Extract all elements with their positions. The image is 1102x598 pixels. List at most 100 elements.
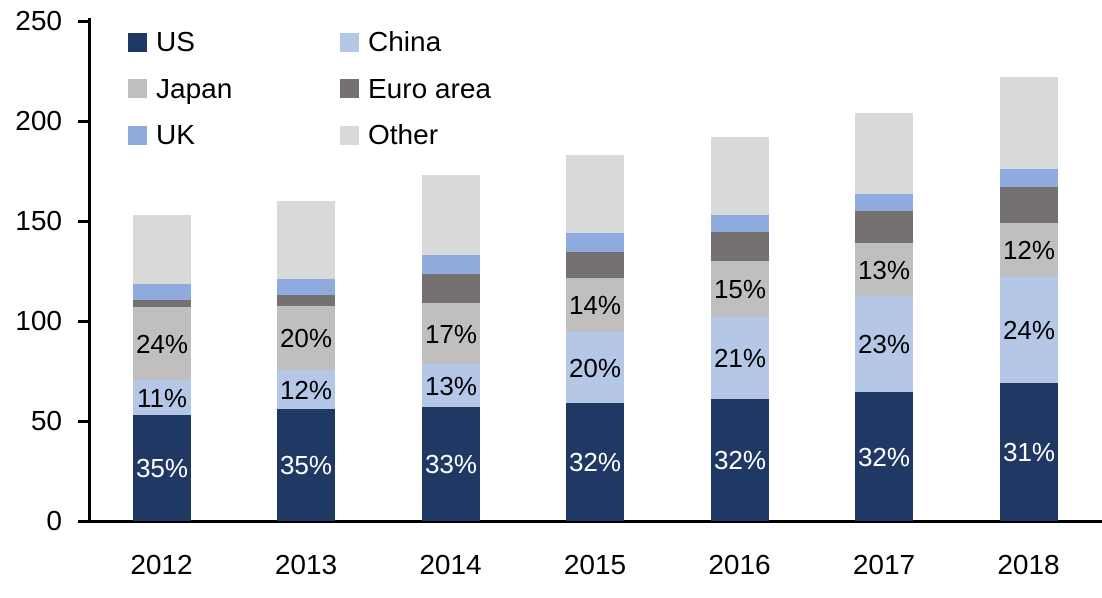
bar-2015-segment-japan xyxy=(566,278,624,332)
segment-label-china-2014: 13% xyxy=(424,370,478,401)
legend-label-euro-area: Euro area xyxy=(368,72,491,104)
x-tick-label-2017: 2017 xyxy=(852,549,916,580)
bar-2015-segment-euro-area xyxy=(566,252,624,278)
y-tick-label: 100 xyxy=(15,305,62,336)
bar-2012-segment-other xyxy=(133,215,191,284)
segment-label-japan-2018: 12% xyxy=(1002,235,1056,265)
bar-2016-segment-other xyxy=(711,137,769,215)
segment-label-china-2012: 11% xyxy=(136,382,188,413)
bar-2013-segment-china xyxy=(277,370,335,409)
segment-label-japan-2017: 13% xyxy=(857,254,911,285)
legend-swatch-us xyxy=(128,32,147,52)
y-tick-mark xyxy=(78,120,89,123)
bar-2015-segment-china xyxy=(566,332,624,403)
bar-2018-segment-japan xyxy=(1000,223,1058,277)
y-tick-label: 0 xyxy=(46,505,62,536)
segment-label-china-2015: 20% xyxy=(568,352,622,383)
segment-label-us-2016: 32% xyxy=(713,445,767,475)
bar-2016-segment-china xyxy=(711,317,769,399)
legend-swatch-japan xyxy=(128,79,147,98)
x-tick-label-2013: 2013 xyxy=(274,549,338,580)
bar-2016-segment-euro-area xyxy=(711,232,769,261)
segment-label-japan-2014: 17% xyxy=(424,318,478,349)
y-axis xyxy=(88,18,91,523)
segment-label-us-2018: 31% xyxy=(1002,437,1056,467)
segment-label-us-2017: 32% xyxy=(857,441,911,472)
segment-label-china-2017: 23% xyxy=(857,329,911,359)
bar-2014-segment-china xyxy=(422,364,480,407)
legend: US China Japan Euro area UK Other xyxy=(0,0,600,160)
segment-label-us-2013: 35% xyxy=(279,450,333,480)
bar-2014-segment-japan xyxy=(422,303,480,364)
x-tick-label-2018: 2018 xyxy=(997,549,1060,580)
bar-2016-segment-us xyxy=(711,399,769,521)
legend-item-china: China xyxy=(340,24,441,60)
x-tick-label-2012: 2012 xyxy=(130,549,193,580)
bar-2014-segment-uk xyxy=(422,255,480,274)
legend-swatch-other xyxy=(340,125,359,145)
legend-label-other: Other xyxy=(368,119,439,150)
bar-2017-segment-uk xyxy=(855,194,913,211)
bar-2012-segment-china xyxy=(133,380,191,415)
y-tick-mark xyxy=(78,520,89,523)
bar-2017-segment-euro-area xyxy=(855,211,913,243)
legend-swatch-china xyxy=(340,32,359,52)
bar-2013-segment-euro-area xyxy=(277,295,335,306)
bar-2016-segment-uk xyxy=(711,215,769,232)
segment-label-japan-2016: 15% xyxy=(713,274,767,304)
segment-label-japan-2015: 14% xyxy=(568,290,622,320)
legend-label-uk: UK xyxy=(156,119,195,150)
bar-2016-segment-japan xyxy=(711,261,769,317)
y-tick-mark xyxy=(78,320,89,323)
bar-2015-segment-uk xyxy=(566,233,624,252)
segment-label-china-2018: 24% xyxy=(1002,315,1056,345)
y-tick-label: 200 xyxy=(15,105,62,136)
legend-item-uk: UK xyxy=(128,117,195,153)
bar-2017-segment-japan xyxy=(855,243,913,296)
bar-2012-segment-euro-area xyxy=(133,300,191,307)
bar-2012-segment-japan xyxy=(133,307,191,380)
bar-2013-segment-other xyxy=(277,201,335,279)
bar-2018-segment-uk xyxy=(1000,169,1058,187)
bar-2014-segment-euro-area xyxy=(422,274,480,303)
legend-item-euro-area: Euro area xyxy=(340,71,491,107)
segment-label-us-2012: 35% xyxy=(135,453,189,483)
legend-item-other: Other xyxy=(340,117,438,153)
bar-2018-segment-us xyxy=(1000,383,1058,521)
y-tick-label: 250 xyxy=(15,5,62,36)
bar-2013-segment-us xyxy=(277,409,335,521)
bar-2013-segment-japan xyxy=(277,306,335,370)
legend-swatch-uk xyxy=(128,125,147,145)
bar-2014-segment-other xyxy=(422,175,480,255)
bar-2012-segment-uk xyxy=(133,284,191,300)
bar-2013-segment-uk xyxy=(277,279,335,295)
legend-item-us: US xyxy=(128,24,195,60)
x-tick-label-2016: 2016 xyxy=(708,549,771,580)
legend-label-china: China xyxy=(368,26,442,57)
segment-label-japan-2012: 24% xyxy=(135,328,189,359)
legend-label-us: US xyxy=(156,26,195,57)
bar-2018-segment-euro-area xyxy=(1000,187,1058,223)
bar-2012-segment-us xyxy=(133,415,191,521)
x-tick-label-2014: 2014 xyxy=(419,549,482,580)
segment-label-japan-2013: 20% xyxy=(279,323,333,353)
bar-2017-segment-other xyxy=(855,113,913,194)
bar-2018-segment-china xyxy=(1000,277,1058,383)
bar-2017-segment-china xyxy=(855,296,913,392)
legend-item-japan: Japan xyxy=(128,71,232,107)
y-tick-label: 50 xyxy=(30,405,62,436)
bar-2015-segment-us xyxy=(566,403,624,521)
y-tick-mark xyxy=(78,20,89,23)
segment-label-china-2016: 21% xyxy=(713,343,767,373)
bar-2014-segment-us xyxy=(422,407,480,521)
legend-swatch-euro-area xyxy=(340,79,359,98)
x-axis xyxy=(78,520,1102,523)
bar-2018-segment-other xyxy=(1000,77,1058,169)
segment-label-us-2015: 32% xyxy=(568,447,622,477)
segment-label-china-2013: 12% xyxy=(279,374,333,405)
legend-label-japan: Japan xyxy=(156,72,233,104)
y-tick-mark xyxy=(78,420,89,423)
segment-label-us-2014: 33% xyxy=(424,449,478,479)
x-tick-label-2015: 2015 xyxy=(563,549,627,580)
